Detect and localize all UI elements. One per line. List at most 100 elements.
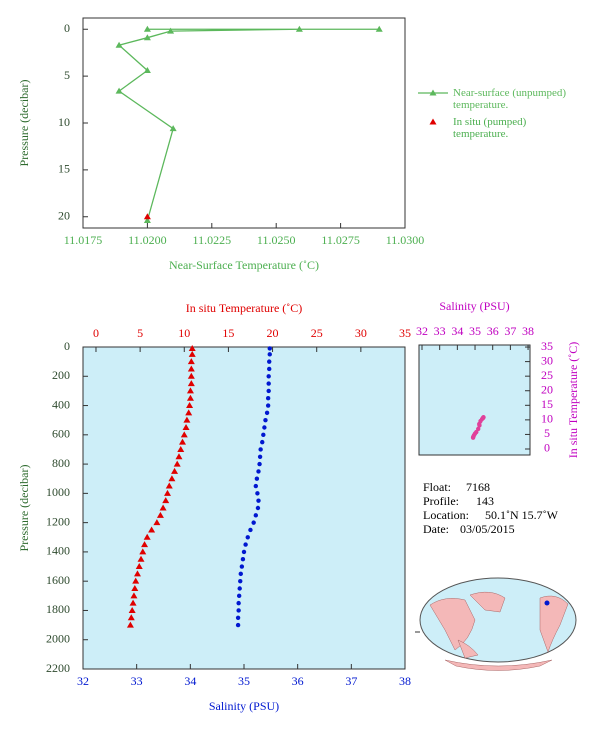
x-tick-label: 0 <box>93 326 99 340</box>
data-point <box>258 447 263 452</box>
data-point <box>167 27 175 34</box>
data-point <box>169 125 177 132</box>
data-point <box>177 445 185 452</box>
x-tick-label: 11.0175 <box>64 233 103 247</box>
series-line <box>117 28 380 221</box>
info-value: 143 <box>476 494 494 508</box>
y-tick-label: 2000 <box>46 631 70 645</box>
data-point <box>127 614 135 621</box>
data-point <box>255 505 261 511</box>
legend-label: Near-surface (unpumped) temperature. <box>453 87 567 111</box>
x-tick-label: 38 <box>399 674 411 688</box>
data-point <box>476 426 481 432</box>
x-tick-label: 15 <box>222 326 234 340</box>
legend-entry: In situ (pumped) temperature. <box>453 116 527 140</box>
data-point <box>188 350 196 357</box>
plot-frame <box>82 17 406 229</box>
data-point <box>115 87 123 94</box>
info-label: Date: <box>423 522 449 536</box>
data-point <box>187 372 195 379</box>
x-tick-label: 35 <box>238 674 250 688</box>
data-point <box>295 25 303 32</box>
x-tick-label: 33 <box>131 674 143 688</box>
data-point <box>253 513 259 518</box>
data-point <box>264 410 270 416</box>
x-tick-label: 20 <box>267 326 279 340</box>
x-tick-label: 32 <box>416 324 428 338</box>
data-point <box>235 615 241 620</box>
data-point <box>159 504 167 511</box>
data-point <box>143 25 151 32</box>
data-point <box>173 460 181 467</box>
y-tick-label: 20 <box>541 382 553 396</box>
y-tick-label: 0 <box>544 441 550 455</box>
x-tick-label: 35 <box>469 324 481 338</box>
data-point <box>180 431 188 438</box>
data-point <box>257 461 262 467</box>
y-tick-label: 1800 <box>46 602 70 616</box>
y-tick-label: 0 <box>64 21 70 35</box>
data-point <box>187 365 195 372</box>
x-tick-label: 11.0225 <box>193 233 232 247</box>
x-tick-label: 34 <box>184 674 196 688</box>
data-point <box>130 592 138 599</box>
x-tick-label: 34 <box>451 324 463 338</box>
data-point <box>267 359 272 364</box>
y-tick-label: 15 <box>58 162 70 176</box>
data-point <box>470 435 476 440</box>
data-point <box>477 423 482 428</box>
data-point <box>257 454 263 459</box>
data-point <box>255 491 260 496</box>
world-map <box>415 577 577 671</box>
data-point <box>235 622 241 628</box>
legend-label: In situ (pumped) temperature. <box>453 116 527 140</box>
data-point <box>171 467 179 474</box>
data-point <box>153 519 161 526</box>
data-point <box>253 483 259 489</box>
x-tick-label: 37 <box>504 324 516 338</box>
data-point <box>187 358 195 365</box>
data-point <box>267 366 272 372</box>
plot-background <box>83 347 405 669</box>
data-point <box>128 606 136 613</box>
data-point <box>254 476 260 481</box>
x-tick-label: 10 <box>178 326 190 340</box>
data-point <box>162 497 170 504</box>
y-tick-label: 800 <box>52 456 70 470</box>
data-point <box>265 403 271 408</box>
x-axis-label: Near-Surface Temperature (˚C) <box>169 258 319 272</box>
data-point <box>143 34 151 41</box>
data-point <box>163 489 171 496</box>
info-label: Location: <box>423 508 469 522</box>
data-point <box>238 578 243 584</box>
x-tick-label: 36 <box>487 324 499 338</box>
data-point <box>131 585 139 591</box>
info-value: 7168 <box>466 480 490 494</box>
y-tick-label: 0 <box>64 339 70 353</box>
y-tick-label: 10 <box>541 412 553 426</box>
legend-entry: Near-surface (unpumped) temperature. <box>453 87 567 111</box>
x-axis-label: Salinity (PSU) <box>439 299 509 313</box>
info-value: 50.1˚N 15.7˚W <box>485 508 559 522</box>
y-tick-label: 200 <box>52 368 70 382</box>
data-point <box>165 482 173 489</box>
data-point <box>265 396 271 401</box>
data-point <box>143 217 151 223</box>
data-point <box>168 475 176 482</box>
info-value: 03/05/2015 <box>460 522 515 536</box>
data-point <box>133 570 141 577</box>
x-tick-label: 38 <box>522 324 534 338</box>
data-point <box>129 599 137 606</box>
data-point <box>236 600 241 606</box>
data-point <box>179 438 187 445</box>
y-tick-label: 15 <box>541 397 553 411</box>
x-axis-label: In situ Temperature (˚C) <box>186 301 303 315</box>
data-point <box>188 344 196 351</box>
data-point <box>137 555 145 562</box>
data-point <box>266 388 271 394</box>
y-tick-label: 1600 <box>46 573 70 587</box>
data-point <box>256 469 261 474</box>
data-point <box>126 621 134 628</box>
